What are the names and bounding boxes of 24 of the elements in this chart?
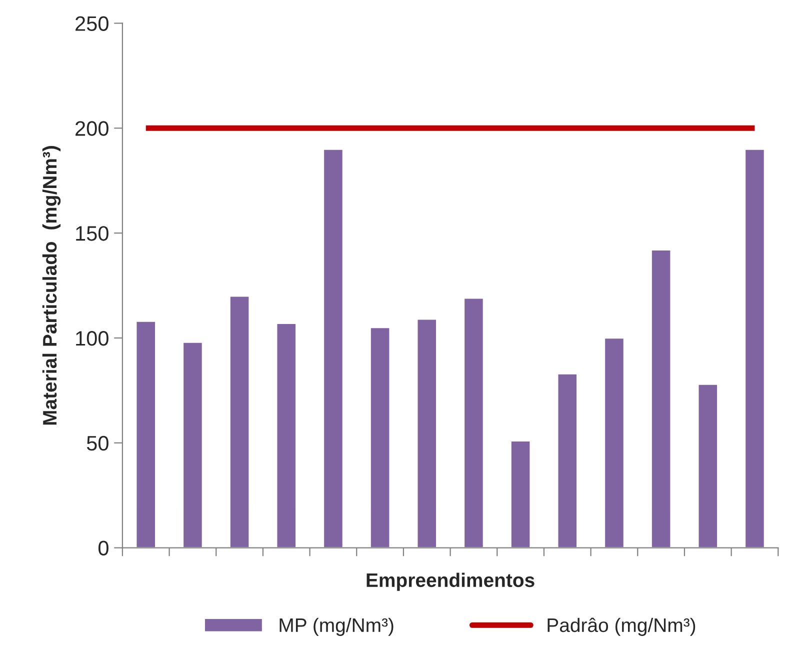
y-tick-label: 150 (76, 226, 108, 241)
bar (416, 318, 438, 548)
bar (229, 295, 250, 548)
y-tick-label: 0 (98, 540, 108, 556)
bar (604, 337, 625, 548)
bar (135, 320, 156, 548)
bar (182, 341, 204, 548)
bar (697, 383, 718, 548)
bar (556, 372, 578, 548)
bar (463, 297, 484, 548)
y-tick-label: 100 (76, 330, 108, 346)
bar (510, 440, 532, 548)
bar (276, 322, 297, 548)
legend-label: MP (mg/Nm³) (280, 618, 394, 636)
bar (322, 148, 344, 548)
bar (744, 148, 766, 548)
y-axis-title: Material Particulado (mg/Nm³) (42, 146, 61, 425)
y-tick-label: 200 (76, 121, 108, 136)
x-axis-title: Empreendimentos (366, 572, 534, 591)
y-tick-label: 250 (76, 16, 108, 31)
bar (650, 249, 672, 548)
y-tick-label: 50 (86, 436, 108, 451)
bar (370, 326, 391, 548)
legend-label: Padrâo (mg/Nm³) (548, 618, 696, 636)
